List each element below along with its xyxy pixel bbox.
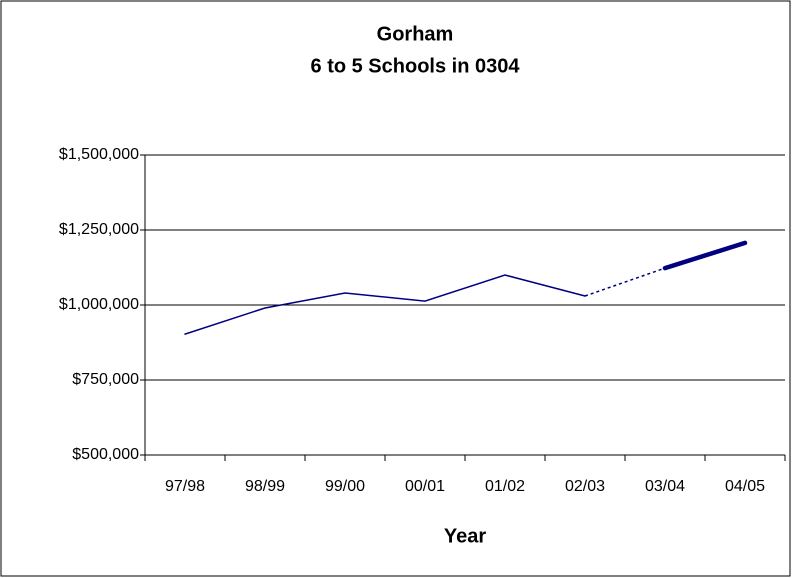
x-tick-label: 99/00 xyxy=(325,478,365,495)
data-line xyxy=(184,274,586,335)
y-tick-label: $1,250,000 xyxy=(59,221,139,238)
data-line xyxy=(662,240,748,271)
x-tick-label: 01/02 xyxy=(485,478,525,495)
x-tick-label: 04/05 xyxy=(725,478,765,495)
y-tick-label: $1,000,000 xyxy=(59,296,139,313)
chart-subtitle: 6 to 5 Schools in 0304 xyxy=(311,55,521,77)
x-tick-label: 97/98 xyxy=(165,478,205,495)
x-axis-label: Year xyxy=(444,525,486,547)
y-tick-label: $1,500,000 xyxy=(59,146,139,163)
x-tick-label: 03/04 xyxy=(645,478,685,495)
x-tick-label: 02/03 xyxy=(565,478,605,495)
x-tick-label: 00/01 xyxy=(405,478,445,495)
x-tick-label: 98/99 xyxy=(245,478,285,495)
chart-title: Gorham xyxy=(377,23,454,45)
y-tick-label: $750,000 xyxy=(72,371,139,388)
y-tick-label: $500,000 xyxy=(72,446,139,463)
data-line xyxy=(584,267,666,297)
